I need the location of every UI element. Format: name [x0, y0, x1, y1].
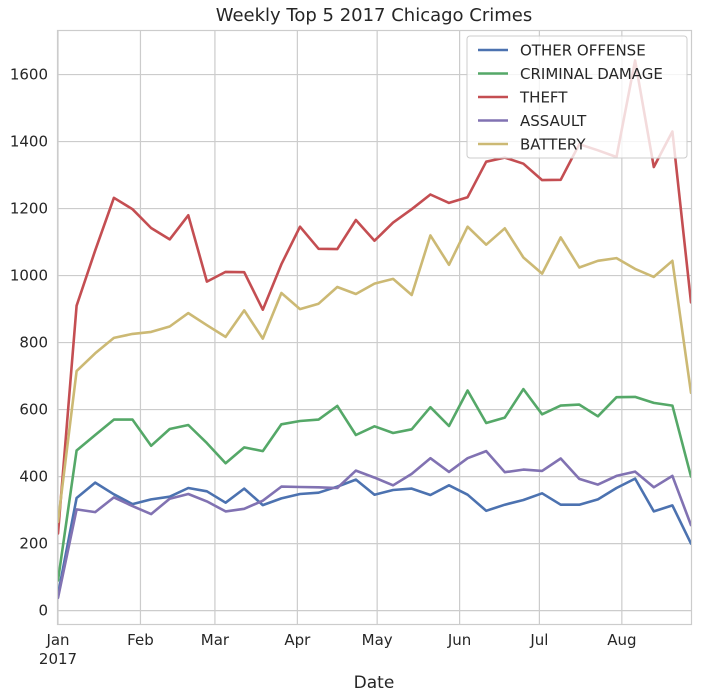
- y-tick-label: 200: [19, 535, 48, 553]
- x-axis-label: Date: [354, 673, 395, 693]
- x-tick-label: Jul: [529, 631, 548, 649]
- grid: [57, 31, 691, 624]
- x-tick-label: Jun: [447, 631, 471, 649]
- series-lines: [58, 59, 691, 600]
- y-tick-labels: 0 200 400 600 800 1000 1200 1400 1600: [10, 66, 48, 620]
- legend-label: OTHER OFFENSE: [520, 42, 646, 60]
- series-line-other-offense: [58, 477, 691, 596]
- series-line-criminal-damage: [58, 387, 691, 582]
- legend-label: CRIMINAL DAMAGE: [520, 65, 663, 83]
- x-tick-label: Feb: [127, 631, 154, 649]
- x-tick-sublabel: 2017: [39, 650, 77, 668]
- legend-label: BATTERY: [520, 136, 586, 154]
- legend: OTHER OFFENSE CRIMINAL DAMAGE THEFT ASSAULT…: [466, 35, 688, 159]
- x-tick-label: Apr: [284, 631, 311, 649]
- x-tick-label: May: [362, 631, 393, 649]
- x-tick-label: Jan: [45, 631, 69, 649]
- y-tick-label: 400: [19, 468, 48, 486]
- y-tick-label: 0: [38, 602, 48, 620]
- y-tick-label: 600: [19, 401, 48, 419]
- series-line-assault: [58, 449, 691, 600]
- chart-title: Weekly Top 5 2017 Chicago Crimes: [216, 5, 533, 26]
- y-tick-label: 1200: [10, 200, 48, 218]
- legend-label: ASSAULT: [520, 112, 587, 130]
- y-tick-label: 1600: [10, 66, 48, 84]
- plot-frame: [56, 29, 693, 626]
- y-tick-label: 1000: [10, 267, 48, 285]
- y-tick-label: 1400: [10, 133, 48, 151]
- y-tick-label: 800: [19, 334, 48, 352]
- legend-label: THEFT: [519, 89, 568, 107]
- x-tick-label: Mar: [201, 631, 230, 649]
- x-tick-label: Aug: [607, 631, 636, 649]
- series-line-battery: [58, 225, 691, 524]
- legend-box: [466, 35, 688, 159]
